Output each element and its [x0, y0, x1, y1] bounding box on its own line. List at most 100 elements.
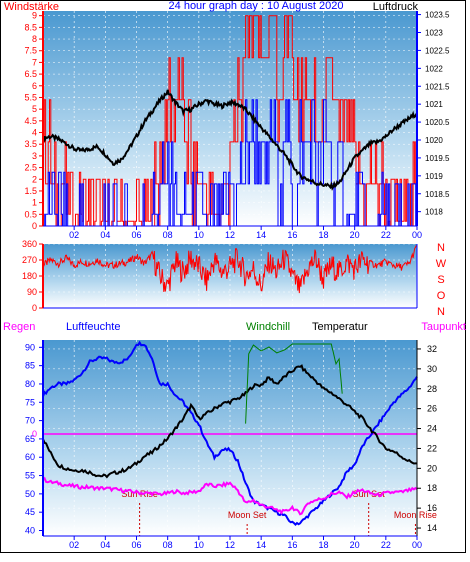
direction-y-tick-label: 180 [22, 271, 37, 281]
humidity-y-tick-label: 85 [25, 361, 35, 371]
wind-direction-line [42, 245, 417, 294]
compass-label: O [437, 290, 446, 302]
wind-y-tick-label: 0.5 [24, 209, 37, 219]
wind-y-tick-label: 5 [32, 104, 37, 114]
wind-x-tick-label: 20 [350, 230, 360, 240]
compass-label: N [437, 242, 445, 254]
wind-y-tick-label: 8.5 [24, 22, 37, 32]
humidity-line [42, 340, 418, 527]
wind-pressure-panel: 02 04 06 08 10 12 14 16 18 20 22 0000.511.522.533.5… [4, 0, 450, 240]
humidity-y-tick-label: 45 [25, 507, 35, 517]
humidity-y-tick-label: 90 [25, 342, 35, 352]
temperature-y-tick-label: 20 [427, 463, 437, 473]
wind-x-tick-label: 10 [194, 230, 204, 240]
pressure-y-tick-label: 1020.5 [425, 118, 450, 127]
wind-x-tick-label: 06 [131, 230, 141, 240]
temp-x-tick-label: 22 [381, 540, 391, 550]
temperature-line [42, 364, 417, 479]
temp-x-tick-label: 12 [225, 540, 235, 550]
direction-y-tick-label: 360 [22, 239, 37, 249]
windchill-label: Windchill [246, 321, 290, 333]
wind-y-tick-label: 3 [32, 151, 37, 161]
wind-y-tick-label: 0 [32, 221, 37, 231]
temp-x-tick-label: 10 [194, 540, 204, 550]
temperature-y-tick-label: 30 [427, 364, 437, 374]
wind-y-tick-label: 6.5 [24, 69, 37, 79]
temp-x-tick-label: 18 [318, 540, 328, 550]
temp-x-tick-label: 08 [163, 540, 173, 550]
wind-y-tick-label: 4.5 [24, 116, 37, 126]
humidity-y-tick-label: 60 [25, 452, 35, 462]
humidity-y-tick-label: 65 [25, 434, 35, 444]
pressure-y-tick-label: 1019 [425, 172, 443, 181]
graph-title: 24 hour graph day : 10 August 2020 [169, 0, 344, 12]
wind-series-line [43, 99, 417, 227]
wind-x-tick-label: 16 [287, 230, 297, 240]
wind-x-tick-label: 14 [256, 230, 266, 240]
temp-x-tick-label: 20 [350, 540, 360, 550]
wind-x-tick-label: 08 [163, 230, 173, 240]
pressure-axis-label: Luftdruck [373, 1, 419, 13]
wind-x-tick-label: 12 [225, 230, 235, 240]
wind-y-tick-label: 6 [32, 81, 37, 91]
dewpoint-line [42, 476, 418, 516]
wind-y-tick-label: 2 [32, 174, 37, 184]
wind-y-tick-label: 5.5 [24, 92, 37, 102]
pressure-y-tick-label: 1022.5 [425, 46, 450, 55]
wind-x-tick-label: 18 [318, 230, 328, 240]
wind-y-tick-label: 7.5 [24, 46, 37, 56]
windchill-line [245, 343, 343, 424]
direction-y-tick-label: 0 [32, 303, 37, 313]
wind-x-tick-label: 00 [412, 230, 422, 240]
wind-x-tick-label: 04 [100, 230, 110, 240]
direction-y-tick-label: 270 [22, 255, 37, 265]
humidity-y-tick-label: 40 [25, 526, 35, 536]
pressure-y-tick-label: 1023.5 [425, 11, 450, 20]
pressure-y-tick-label: 1021.5 [425, 82, 450, 91]
wind-y-tick-label: 4 [32, 128, 37, 138]
temperature-y-tick-label: 14 [427, 523, 437, 533]
compass-label: S [437, 274, 444, 286]
temp-x-tick-label: 16 [287, 540, 297, 550]
temp-x-tick-label: 04 [100, 540, 110, 550]
wind-y-tick-label: 3.5 [24, 139, 37, 149]
humidity-y-tick-label: 80 [25, 379, 35, 389]
event-marker-label: Moon Rise [394, 510, 437, 520]
wind-y-tick-label: 2.5 [24, 163, 37, 173]
pressure-y-tick-label: 1019.5 [425, 154, 450, 163]
temp-x-tick-label: 00 [412, 540, 422, 550]
pressure-y-tick-label: 1018.5 [425, 190, 450, 199]
wind-x-tick-label: 02 [69, 230, 79, 240]
pressure-y-tick-label: 1020 [425, 136, 443, 145]
event-marker-label: Sun Set [353, 489, 386, 499]
temperature-y-tick-label: 26 [427, 404, 437, 414]
wind-pressure-series [42, 15, 418, 227]
wind-y-tick-label: 8 [32, 34, 37, 44]
wind-axis-label: Windstärke [4, 1, 59, 13]
temp-x-tick-label: 02 [69, 540, 79, 550]
wind-x-tick-label: 22 [381, 230, 391, 240]
rain-zero-tick-label: 0 [32, 429, 37, 439]
wind-y-tick-label: 1.5 [24, 186, 37, 196]
wind-pressure-ticks: 02 04 06 08 10 12 14 16 18 20 22 0000.511.522.533.5… [24, 11, 450, 240]
pressure-y-tick-label: 1021 [425, 100, 443, 109]
pressure-y-tick-label: 1018 [425, 208, 443, 217]
temperature-y-tick-label: 18 [427, 483, 437, 493]
temp-x-tick-label: 06 [131, 540, 141, 550]
dewpoint-label: Taupunkt [421, 321, 466, 333]
temp-x-tick-label: 14 [256, 540, 266, 550]
temperature-humidity-plot-area [43, 340, 417, 536]
humidity-y-tick-label: 50 [25, 489, 35, 499]
humidity-y-tick-label: 75 [25, 397, 35, 407]
pressure-y-tick-label: 1023 [425, 29, 443, 38]
direction-y-tick-label: 90 [27, 287, 37, 297]
temperature-label: Temperatur [312, 321, 368, 333]
wind-direction-series [42, 245, 417, 294]
rain-label: Regen [3, 321, 35, 333]
humidity-y-tick-label: 70 [25, 416, 35, 426]
humidity-label: Luftfeuchte [66, 321, 120, 333]
